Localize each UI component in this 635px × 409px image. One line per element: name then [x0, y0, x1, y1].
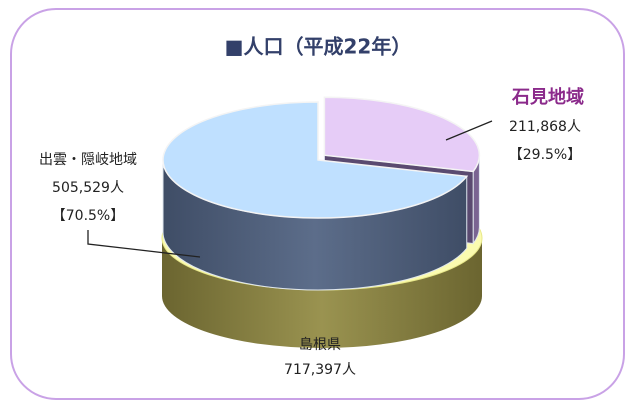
leader-line — [445, 120, 493, 141]
category-label: 石見地域 — [511, 86, 584, 108]
value-label: 505,529人 — [52, 180, 124, 196]
percent-label: 【70.5%】 — [52, 208, 124, 224]
slice — [162, 101, 469, 219]
chart-title: ■人口（平成22年） — [225, 35, 412, 59]
value-label: 211,868人 — [509, 119, 581, 135]
percent-label: 【29.5%】 — [509, 147, 581, 163]
leader-line — [87, 230, 201, 258]
total-value-label: 717,397人 — [284, 362, 356, 378]
category-label: 出雲・隠岐地域 — [39, 152, 137, 168]
slice — [323, 96, 481, 173]
total-label: 島根県 — [299, 337, 341, 353]
